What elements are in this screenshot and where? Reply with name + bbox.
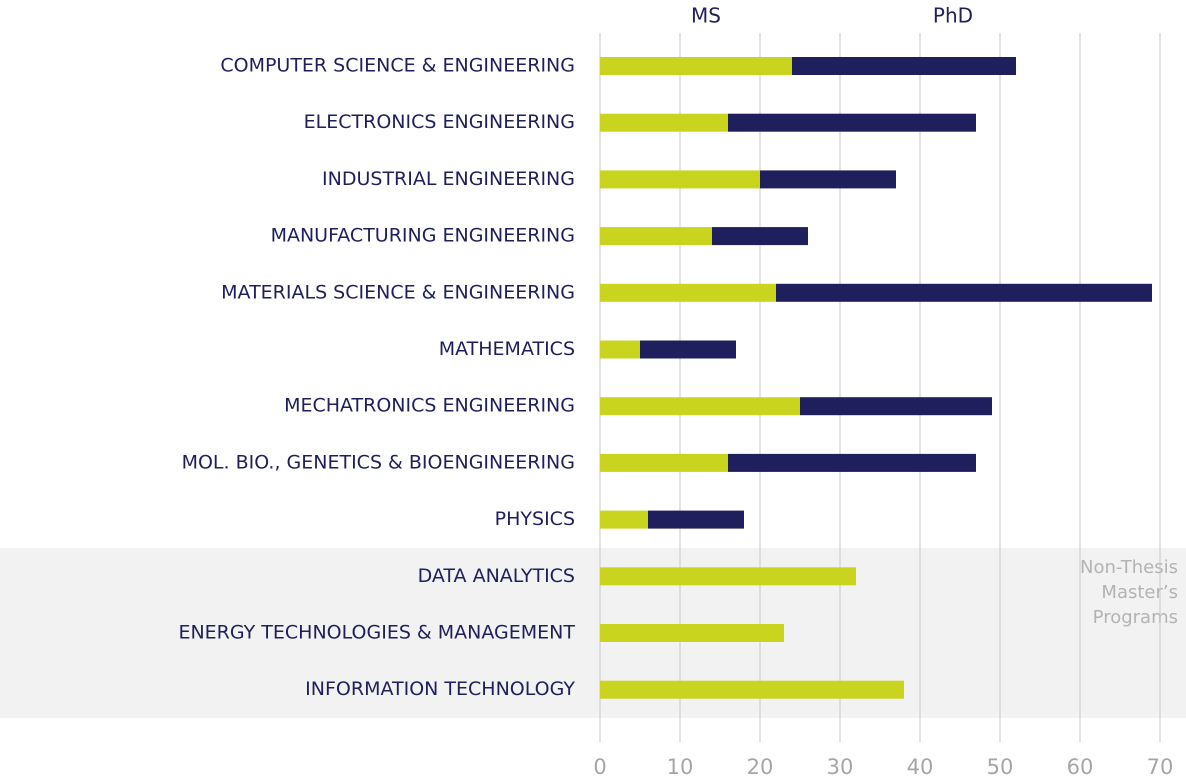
x-tick-label: 20 bbox=[747, 755, 774, 779]
bar-segment bbox=[800, 397, 992, 416]
y-tick-label: ELECTRONICS ENGINEERING bbox=[304, 111, 575, 133]
bar-segment bbox=[600, 340, 640, 359]
y-tick-label: INFORMATION TECHNOLOGY bbox=[305, 678, 575, 700]
bar-segment bbox=[600, 453, 728, 472]
bar-segment bbox=[760, 170, 896, 189]
x-tick-label: 60 bbox=[1067, 755, 1094, 779]
y-tick-label: ENERGY TECHNOLOGIES & MANAGEMENT bbox=[178, 622, 575, 644]
annotation: Non-Thesis bbox=[1080, 557, 1178, 578]
bar-segment bbox=[600, 283, 776, 302]
x-tick-label: 40 bbox=[907, 755, 934, 779]
bar-segment bbox=[600, 624, 784, 642]
bar-segment bbox=[776, 283, 1152, 302]
x-tick-label: 30 bbox=[827, 755, 854, 779]
y-tick-label: MECHATRONICS ENGINEERING bbox=[284, 395, 575, 417]
bar-segment bbox=[600, 397, 800, 416]
highlight-region bbox=[0, 547, 1186, 719]
bar-segment bbox=[600, 510, 648, 529]
y-tick-label: DATA ANALYTICS bbox=[418, 565, 575, 587]
bar-segment bbox=[648, 510, 744, 529]
legend-label: PhD bbox=[933, 4, 973, 28]
bar-segment bbox=[640, 340, 736, 359]
bar-segment bbox=[600, 113, 728, 132]
y-tick-label: PHYSICS bbox=[495, 508, 575, 530]
bar-segment bbox=[728, 113, 976, 132]
y-tick-label: MATHEMATICS bbox=[439, 338, 575, 360]
bar-segment bbox=[728, 453, 976, 472]
x-tick-label: 50 bbox=[987, 755, 1014, 779]
bar-segment bbox=[600, 567, 856, 586]
x-tick-label: 10 bbox=[667, 755, 694, 779]
x-tick-label: 0 bbox=[593, 755, 606, 779]
x-tick-label: 70 bbox=[1147, 755, 1174, 779]
bar-segment bbox=[600, 57, 792, 75]
bar-segment bbox=[712, 227, 808, 246]
y-tick-label: MOL. BIO., GENETICS & BIOENGINEERING bbox=[182, 451, 575, 473]
legend-label: MS bbox=[691, 4, 721, 28]
annotation: Programs bbox=[1093, 607, 1178, 628]
y-tick-label: COMPUTER SCIENCE & ENGINEERING bbox=[220, 55, 575, 77]
bar-segment bbox=[600, 227, 712, 246]
bar-segment bbox=[600, 680, 904, 699]
bar-segment bbox=[600, 170, 760, 189]
annotation: Master’s bbox=[1101, 582, 1178, 603]
y-tick-label: MANUFACTURING ENGINEERING bbox=[271, 225, 575, 247]
y-tick-label: MATERIALS SCIENCE & ENGINEERING bbox=[221, 281, 575, 303]
bar-segment bbox=[792, 57, 1016, 75]
y-tick-label: INDUSTRIAL ENGINEERING bbox=[322, 168, 575, 190]
